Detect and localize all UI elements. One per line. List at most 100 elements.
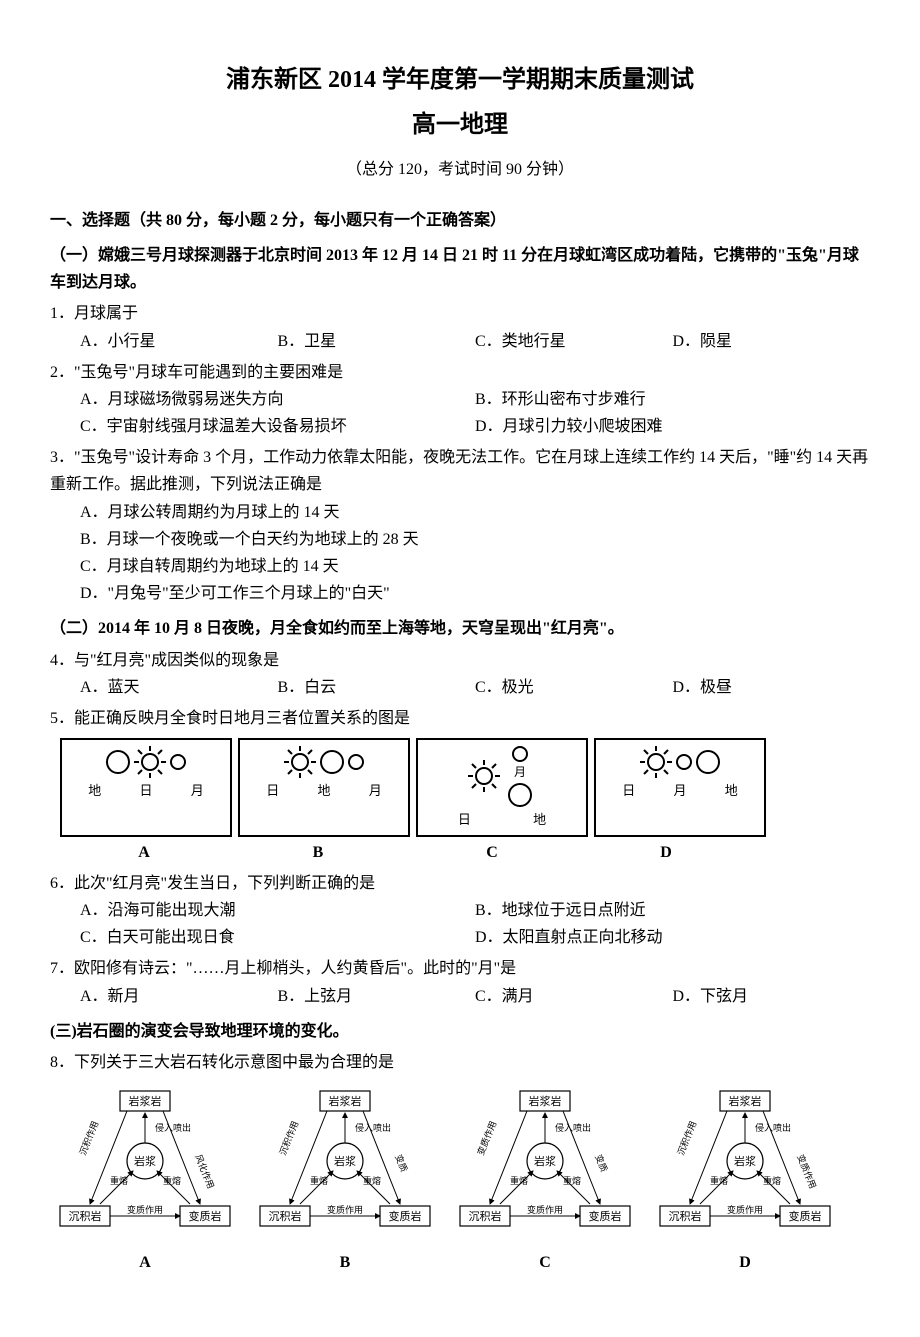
q1-options: A．小行星 B．卫星 C．类地行星 D．陨星 (80, 328, 870, 355)
svg-text:重熔: 重熔 (310, 1175, 328, 1186)
q7-stem: 7．欧阳修有诗云："……月上柳梢头，人约黄昏后"。此时的"月"是 (50, 955, 870, 982)
passage-3: (三)岩石圈的演变会导致地理环境的变化。 (50, 1018, 870, 1045)
q7-options: A．新月 B．上弦月 C．满月 D．下弦月 (80, 983, 870, 1010)
q5-diagram-d: 日 月 地 (594, 738, 766, 836)
svg-text:沉积岩: 沉积岩 (469, 1209, 502, 1223)
svg-text:沉积岩: 沉积岩 (269, 1209, 302, 1223)
q5-cap-c: C (408, 839, 576, 866)
sun-label: 日 (428, 809, 500, 831)
svg-text:风化作用: 风化作用 (193, 1153, 217, 1191)
q7-opt-b: B．上弦月 (278, 983, 476, 1010)
svg-text:重熔: 重熔 (110, 1175, 128, 1186)
q5-cap-b: B (234, 839, 402, 866)
moon-icon (512, 746, 528, 762)
earth-icon (106, 750, 130, 774)
q7-opt-c: C．满月 (475, 983, 673, 1010)
q5-captions: A B C D (60, 839, 870, 866)
svg-text:岩浆: 岩浆 (334, 1154, 356, 1168)
svg-text:重熔: 重熔 (510, 1175, 528, 1186)
q6-opt-c: C．白天可能出现日食 (80, 924, 475, 951)
earth-label: 地 (300, 780, 348, 802)
q3-stem: 3．"玉兔号"设计寿命 3 个月，工作动力依靠太阳能，夜晚无法工作。它在月球上连… (50, 444, 870, 498)
q1-opt-c: C．类地行星 (475, 328, 673, 355)
q4-options: A．蓝天 B．白云 C．极光 D．极昼 (80, 674, 870, 701)
sun-icon (284, 746, 316, 778)
q8-diagram-b: 岩浆岩 岩浆 沉积岩 变质岩 侵入喷出 沉积作用 变质 变质作用 重熔 重熔 B (250, 1086, 440, 1276)
page-subtitle: 高一地理 (50, 105, 870, 146)
q3-opt-c: C．月球自转周期约为地球上的 14 天 (80, 553, 870, 580)
q2-options: A．月球磁场微弱易迷失方向 B．环形山密布寸步难行 C．宇宙射线强月球温差大设备… (80, 386, 870, 440)
svg-text:变质作用: 变质作用 (127, 1204, 163, 1215)
svg-text:岩浆: 岩浆 (734, 1154, 756, 1168)
moon-label: 月 (173, 780, 221, 802)
q1-opt-a: A．小行星 (80, 328, 278, 355)
earth-label: 地 (707, 780, 755, 802)
svg-text:侵入喷出: 侵入喷出 (355, 1122, 391, 1133)
q5-diagrams: 地 日 月 日 地 月 月 日 地 日 月 (60, 738, 870, 836)
moon-icon (170, 754, 186, 770)
svg-text:侵入喷出: 侵入喷出 (555, 1122, 591, 1133)
q1-opt-b: B．卫星 (278, 328, 476, 355)
passage-2: （二）2014 年 10 月 8 日夜晚，月全食如约而至上海等地，天穹呈现出"红… (50, 615, 870, 642)
earth-label: 地 (71, 780, 119, 802)
svg-text:侵入喷出: 侵入喷出 (155, 1122, 191, 1133)
sun-icon (134, 746, 166, 778)
svg-text:变质岩: 变质岩 (389, 1209, 422, 1223)
q8-diagrams: 岩浆岩 岩浆 沉积岩 变质岩 侵入喷出 沉积作用 风化作用 变质作用 重熔 重熔… (50, 1086, 870, 1276)
sun-label: 日 (122, 780, 170, 802)
svg-text:重熔: 重熔 (763, 1175, 781, 1186)
svg-text:沉积作用: 沉积作用 (277, 1119, 301, 1157)
q3-opt-a: A．月球公转周期约为月球上的 14 天 (80, 499, 870, 526)
svg-text:岩浆岩: 岩浆岩 (129, 1094, 162, 1108)
sun-icon (468, 760, 500, 792)
svg-text:岩浆: 岩浆 (534, 1154, 556, 1168)
q8-stem: 8．下列关于三大岩石转化示意图中最为合理的是 (50, 1049, 870, 1076)
sun-label: 日 (605, 780, 653, 802)
q5-diagram-c: 月 日 地 (416, 738, 588, 836)
q8-diagram-c: 岩浆岩 岩浆 沉积岩 变质岩 侵入喷出 变质作用 变质 变质作用 重熔 重熔 C (450, 1086, 640, 1276)
sun-label: 日 (249, 780, 297, 802)
moon-icon (676, 754, 692, 770)
q8-cap-b: B (250, 1249, 440, 1276)
moon-label: 月 (514, 762, 526, 782)
svg-text:变质: 变质 (593, 1153, 610, 1174)
earth-icon (320, 750, 344, 774)
svg-text:岩浆岩: 岩浆岩 (329, 1094, 362, 1108)
section-1-head: 一、选择题（共 80 分，每小题 2 分，每小题只有一个正确答案） (50, 207, 870, 234)
moon-label: 月 (351, 780, 399, 802)
q4-opt-a: A．蓝天 (80, 674, 278, 701)
page-title: 浦东新区 2014 学年度第一学期期末质量测试 (50, 60, 870, 101)
moon-icon (348, 754, 364, 770)
svg-text:变质岩: 变质岩 (189, 1209, 222, 1223)
svg-text:变质岩: 变质岩 (589, 1209, 622, 1223)
q5-cap-d: D (582, 839, 750, 866)
q7-opt-d: D．下弦月 (673, 983, 871, 1010)
earth-label: 地 (504, 809, 576, 831)
svg-text:变质作用: 变质作用 (327, 1204, 363, 1215)
q1-stem: 1．月球属于 (50, 300, 870, 327)
q5-diagram-b: 日 地 月 (238, 738, 410, 836)
q4-stem: 4．与"红月亮"成因类似的现象是 (50, 647, 870, 674)
svg-text:重熔: 重熔 (710, 1175, 728, 1186)
q2-opt-b: B．环形山密布寸步难行 (475, 386, 870, 413)
svg-text:沉积岩: 沉积岩 (69, 1209, 102, 1223)
svg-text:侵入喷出: 侵入喷出 (755, 1122, 791, 1133)
q7-opt-a: A．新月 (80, 983, 278, 1010)
q3-options: A．月球公转周期约为月球上的 14 天 B．月球一个夜晚或一个白天约为地球上的 … (80, 499, 870, 608)
svg-text:变质作用: 变质作用 (527, 1204, 563, 1215)
svg-text:重熔: 重熔 (163, 1175, 181, 1186)
q6-opt-b: B．地球位于远日点附近 (475, 897, 870, 924)
q3-opt-b: B．月球一个夜晚或一个白天约为地球上的 28 天 (80, 526, 870, 553)
svg-text:岩浆: 岩浆 (134, 1154, 156, 1168)
q4-opt-d: D．极昼 (673, 674, 871, 701)
q8-diagram-d: 岩浆岩 岩浆 沉积岩 变质岩 侵入喷出 沉积作用 变质作用 变质作用 重熔 重熔… (650, 1086, 840, 1276)
svg-text:沉积作用: 沉积作用 (77, 1119, 101, 1157)
q1-opt-d: D．陨星 (673, 328, 871, 355)
q6-options: A．沿海可能出现大潮 B．地球位于远日点附近 C．白天可能出现日食 D．太阳直射… (80, 897, 870, 951)
svg-text:沉积岩: 沉积岩 (669, 1209, 702, 1223)
svg-text:重熔: 重熔 (563, 1175, 581, 1186)
svg-text:沉积作用: 沉积作用 (675, 1119, 699, 1157)
q8-cap-a: A (50, 1249, 240, 1276)
q2-opt-d: D．月球引力较小爬坡困难 (475, 413, 870, 440)
q8-cap-c: C (450, 1249, 640, 1276)
